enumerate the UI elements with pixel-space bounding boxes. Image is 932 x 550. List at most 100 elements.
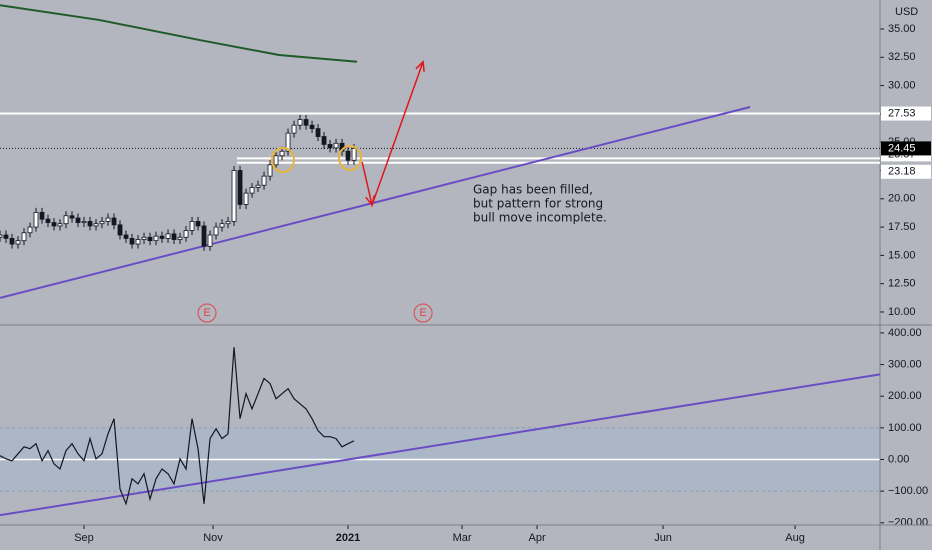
y-tick-label: 20.00 bbox=[888, 193, 916, 205]
candle-body bbox=[87, 221, 93, 227]
y-tick-label: 17.50 bbox=[888, 221, 916, 233]
annotation: but pattern for strong bbox=[473, 197, 603, 211]
candle-body bbox=[165, 233, 171, 239]
event-marker bbox=[413, 303, 433, 323]
candle-body bbox=[183, 230, 189, 238]
candle-body bbox=[0, 234, 3, 238]
candle-body bbox=[291, 124, 297, 134]
candle-body bbox=[141, 236, 147, 240]
y-tick-label: 200.00 bbox=[888, 390, 922, 402]
candle-body bbox=[189, 221, 195, 231]
candle-body bbox=[111, 217, 117, 226]
candle-body bbox=[297, 119, 303, 126]
y-tick-label: 35.00 bbox=[888, 23, 916, 35]
level-tag bbox=[881, 164, 931, 179]
y-tick-label: 300.00 bbox=[888, 358, 922, 370]
candle-body bbox=[255, 184, 261, 188]
candle-body bbox=[123, 234, 129, 239]
last-price-tag bbox=[881, 141, 931, 156]
arrow-head bbox=[415, 60, 425, 72]
x-tick-label: Aug bbox=[785, 532, 805, 544]
y-tick-label: 12.50 bbox=[888, 278, 916, 290]
candle-body bbox=[57, 223, 63, 227]
candle-body bbox=[207, 234, 213, 247]
annotation: Gap has been filled, bbox=[473, 183, 593, 197]
candle-body bbox=[81, 221, 87, 223]
trendline bbox=[0, 373, 881, 517]
candle-body bbox=[3, 234, 9, 239]
candle-body bbox=[195, 221, 201, 227]
x-tick-label: Nov bbox=[203, 532, 223, 544]
candle-body bbox=[45, 218, 51, 223]
candle-body bbox=[201, 225, 207, 247]
y-tick-label: 10.00 bbox=[888, 306, 916, 318]
candle-body bbox=[99, 221, 105, 225]
x-tick-label: Jun bbox=[654, 532, 672, 544]
arrow-head bbox=[365, 195, 375, 207]
candle-body bbox=[27, 226, 33, 234]
candle-body bbox=[159, 235, 165, 239]
level-tag bbox=[881, 106, 931, 121]
y-tick-label: 100.00 bbox=[888, 422, 922, 434]
candle-body bbox=[117, 224, 123, 236]
candle-body bbox=[147, 236, 153, 242]
trendline bbox=[0, 106, 751, 299]
y-tick-label: 15.00 bbox=[888, 249, 916, 261]
candle-body bbox=[219, 223, 225, 228]
candle-body bbox=[33, 211, 39, 228]
candle-body bbox=[105, 217, 111, 222]
y-tick-label: 30.00 bbox=[888, 79, 916, 91]
event-label: E bbox=[419, 307, 426, 319]
candle-body bbox=[285, 132, 291, 152]
candle-body bbox=[135, 239, 141, 245]
highlight-circle bbox=[271, 147, 295, 173]
candle-body bbox=[93, 223, 99, 227]
event-marker bbox=[197, 303, 217, 323]
y-tick-label: 0.00 bbox=[888, 453, 909, 465]
candle-body bbox=[273, 155, 279, 166]
y-tick-label: −100.00 bbox=[888, 485, 928, 497]
candle-body bbox=[39, 211, 45, 220]
candle-body bbox=[279, 150, 285, 157]
x-tick-label: Sep bbox=[74, 532, 94, 544]
candle-body bbox=[177, 236, 183, 240]
candle-body bbox=[309, 124, 315, 129]
candle-body bbox=[321, 136, 327, 145]
candle-body bbox=[333, 142, 339, 149]
candle-body bbox=[249, 187, 255, 194]
candle-body bbox=[243, 192, 249, 205]
cci-line bbox=[0, 347, 355, 506]
level-label: 27.53 bbox=[888, 107, 916, 119]
candle-body bbox=[213, 226, 219, 236]
candle-body bbox=[315, 128, 321, 137]
x-tick-label: Mar bbox=[453, 532, 472, 544]
candle-body bbox=[129, 238, 135, 245]
candle-body bbox=[75, 217, 81, 223]
y-tick-label: 400.00 bbox=[888, 327, 922, 339]
moving-average bbox=[0, 4, 358, 63]
x-tick-label: Apr bbox=[528, 532, 545, 544]
candle-body bbox=[351, 148, 357, 161]
candle-body bbox=[225, 221, 231, 225]
candle-body bbox=[267, 164, 273, 177]
annotation: bull move incomplete. bbox=[473, 211, 607, 225]
y-tick-label: −200.00 bbox=[888, 517, 928, 529]
candle-body bbox=[9, 238, 15, 245]
event-label: E bbox=[203, 307, 210, 319]
y-tick-label: 32.50 bbox=[888, 51, 916, 63]
candle-body bbox=[345, 150, 351, 161]
level-label: 23.18 bbox=[888, 166, 916, 178]
candle-body bbox=[237, 170, 243, 205]
candle-body bbox=[171, 233, 177, 240]
candle-body bbox=[21, 232, 27, 242]
candle-body bbox=[63, 215, 69, 225]
candle-body bbox=[15, 240, 21, 245]
candle-body bbox=[303, 119, 309, 126]
candle-body bbox=[153, 235, 159, 242]
candle-body bbox=[69, 215, 75, 219]
x-tick-label: 2021 bbox=[336, 532, 360, 544]
candle-body bbox=[327, 144, 333, 149]
highlight-circle bbox=[338, 145, 362, 171]
last-price-label: 24.45 bbox=[888, 142, 916, 154]
